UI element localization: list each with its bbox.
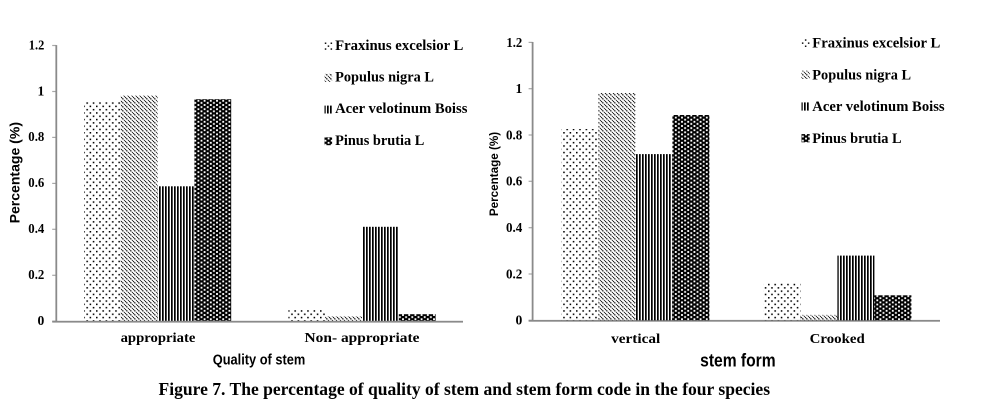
svg-text:1.2: 1.2 <box>29 37 45 52</box>
svg-text:Quality of stem: Quality of stem <box>213 353 306 369</box>
svg-text:1.2: 1.2 <box>506 35 522 50</box>
svg-text:Crooked: Crooked <box>810 331 866 346</box>
svg-text:Percentage (%): Percentage (%) <box>6 122 22 223</box>
svg-text:0: 0 <box>38 313 45 328</box>
svg-text:0.8: 0.8 <box>506 127 522 142</box>
svg-text:Acer velotinum Boiss: Acer velotinum Boiss <box>335 101 468 117</box>
svg-text:Populus nigra L: Populus nigra L <box>335 70 434 86</box>
svg-text:1: 1 <box>38 83 45 98</box>
svg-text:Pinus brutia L: Pinus brutia L <box>335 133 425 149</box>
svg-text:stem form: stem form <box>700 350 776 370</box>
svg-text:Percentage (%): Percentage (%) <box>487 132 501 216</box>
svg-text:0.4: 0.4 <box>506 220 522 235</box>
svg-text:0.6: 0.6 <box>28 175 44 190</box>
svg-text:Populus nigra L: Populus nigra L <box>812 67 911 83</box>
svg-text:appropriate: appropriate <box>121 330 196 345</box>
svg-text:Pinus brutia L: Pinus brutia L <box>812 131 902 147</box>
svg-text:vertical: vertical <box>611 331 660 346</box>
svg-text:0.2: 0.2 <box>28 267 44 282</box>
svg-text:Non- appropriate: Non- appropriate <box>305 330 420 345</box>
svg-text:0: 0 <box>516 313 523 328</box>
svg-text:Acer velotinum Boiss: Acer velotinum Boiss <box>812 99 945 115</box>
svg-text:Fraxinus excelsior L: Fraxinus excelsior L <box>812 36 940 52</box>
svg-text:0.4: 0.4 <box>28 221 44 236</box>
svg-text:0.2: 0.2 <box>506 266 522 281</box>
svg-text:0.6: 0.6 <box>506 174 522 189</box>
svg-text:Fraxinus excelsior L: Fraxinus excelsior L <box>335 38 464 54</box>
svg-text:Figure 7. The percentage of qu: Figure 7. The percentage of quality of s… <box>159 379 771 399</box>
svg-text:1: 1 <box>516 81 523 96</box>
svg-text:0.8: 0.8 <box>28 129 44 144</box>
